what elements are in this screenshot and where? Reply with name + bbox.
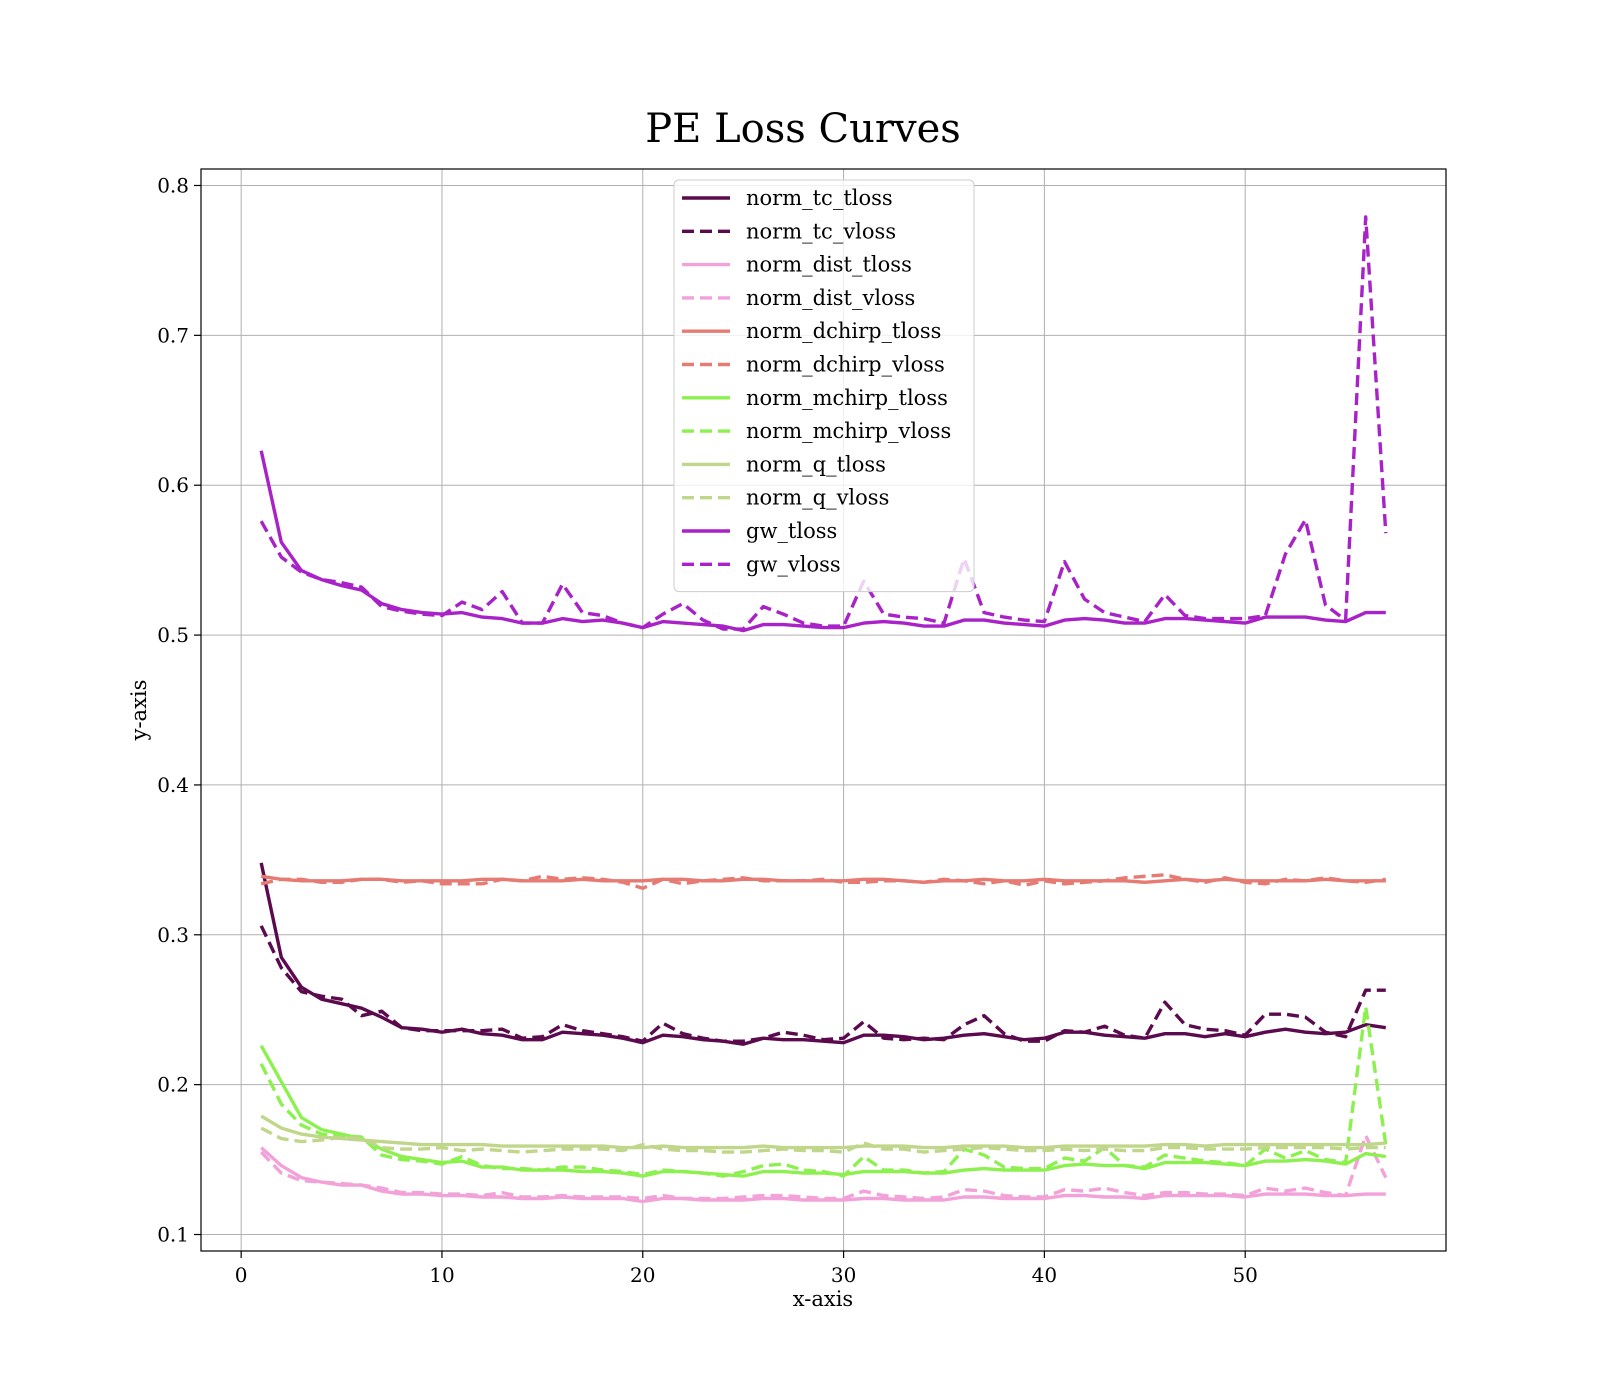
legend-label: norm_dist_tloss	[746, 253, 912, 277]
x-axis-label: x-axis	[793, 1287, 853, 1311]
plot-frame	[200, 168, 1447, 1252]
chart-title: PE Loss Curves	[645, 106, 961, 152]
y-tick-label: 0.2	[157, 1073, 189, 1097]
legend-label: norm_tc_vloss	[746, 219, 896, 243]
y-tick-label: 0.7	[157, 323, 189, 347]
x-tick-label: 30	[831, 1263, 856, 1287]
y-axis: 0.1 0.2 0.3 0.4 0.5 0.6 0.7 0.8	[157, 173, 201, 1247]
series-line-norm-dist-vloss	[259, 1133, 1388, 1201]
series-line-norm-q-vloss	[260, 1126, 1386, 1154]
legend-label: norm_q_vloss	[746, 486, 889, 510]
x-axis: 0 10 20 30 40 50	[235, 1251, 1258, 1287]
series-line-gw-vloss	[259, 215, 1388, 631]
legend-label: gw_tloss	[746, 519, 837, 543]
x-tick-label: 10	[429, 1263, 454, 1287]
legend-box	[673, 179, 975, 593]
y-tick-label: 0.8	[157, 173, 189, 197]
y-tick-label: 0.1	[157, 1223, 189, 1247]
legend-label: norm_mchirp_tloss	[746, 386, 948, 410]
legend-label: norm_mchirp_vloss	[746, 419, 951, 443]
series-line-norm-tc-vloss	[259, 925, 1386, 1043]
plot-area	[259, 215, 1388, 1204]
x-tick-label: 50	[1232, 1263, 1257, 1287]
legend-label: gw_vloss	[746, 552, 841, 576]
legend-label: norm_dist_vloss	[746, 286, 915, 310]
x-tick-label: 40	[1032, 1263, 1057, 1287]
x-tick-label: 20	[630, 1263, 655, 1287]
legend-label: norm_q_tloss	[746, 452, 886, 476]
y-tick-label: 0.4	[157, 773, 189, 797]
series-line-norm-dchirp-vloss	[260, 873, 1387, 890]
series-line-gw-tloss	[259, 450, 1386, 633]
x-tick-label: 0	[235, 1263, 248, 1287]
series-line-norm-mchirp-vloss	[259, 1005, 1388, 1178]
legend-label: norm_tc_tloss	[746, 186, 893, 210]
y-axis-label: y-axis	[127, 680, 151, 742]
legend-label: norm_dchirp_vloss	[746, 353, 945, 377]
legend-label: norm_dchirp_tloss	[746, 319, 941, 343]
y-tick-label: 0.6	[157, 473, 189, 497]
legend: norm_tc_tloss norm_tc_vloss norm_dist_tlos…	[673, 179, 975, 593]
y-tick-label: 0.3	[157, 923, 189, 947]
series-line-norm-q-tloss	[260, 1114, 1386, 1150]
y-tick-label: 0.5	[157, 623, 189, 647]
